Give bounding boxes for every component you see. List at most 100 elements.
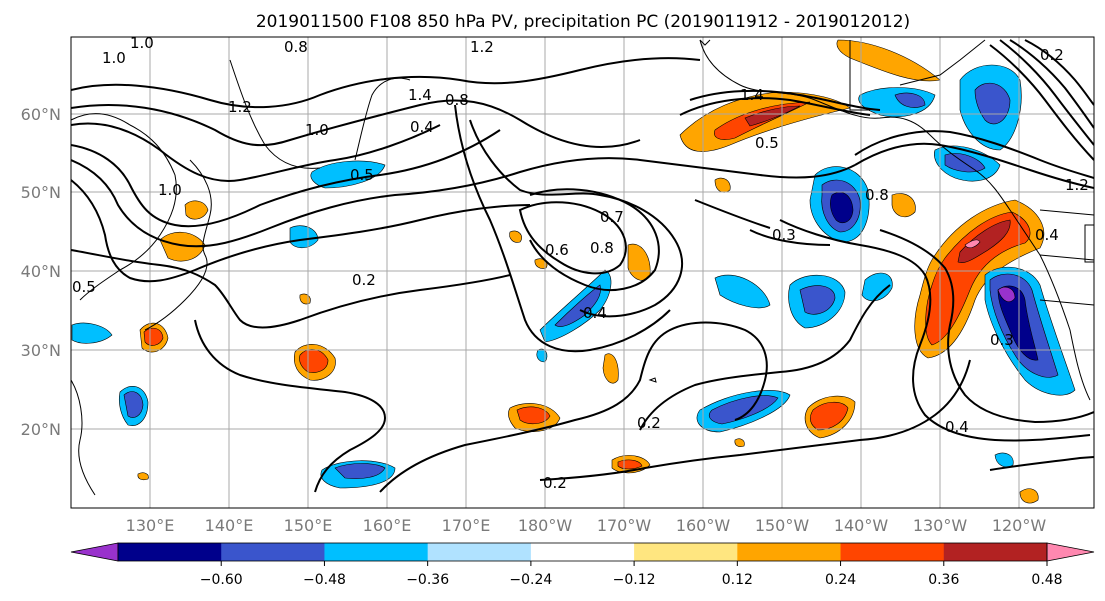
colorbar-extend-right xyxy=(1046,542,1095,562)
precip-positive-region xyxy=(809,401,849,431)
precip-positive-region xyxy=(184,200,209,220)
precip-negative-region xyxy=(861,272,893,302)
contour-label: 0.5 xyxy=(350,166,374,184)
precip-negative-region xyxy=(994,452,1014,468)
precip-negative-region xyxy=(334,463,386,479)
colorbar-bin xyxy=(634,543,738,561)
colorbar: −0.60 −0.48 −0.36 −0.24 −0.12 0.12 0.24 0.36 0.4… xyxy=(70,542,1095,588)
contour-label: 0.3 xyxy=(772,226,796,244)
colorbar-tick-label: 0.12 xyxy=(722,572,753,588)
colorbar-bin xyxy=(530,543,635,561)
precip-positive-region xyxy=(744,105,801,127)
contour-label: 1.4 xyxy=(408,86,432,104)
colorbar-tick-label: −0.60 xyxy=(200,572,243,588)
contour-label: 1.2 xyxy=(1065,176,1089,194)
precip-positive-region xyxy=(143,327,164,346)
lat-label: 60°N xyxy=(21,105,61,124)
contour-label: 1.0 xyxy=(158,181,182,199)
precip-negative-region xyxy=(289,225,319,249)
contour-label: 1.2 xyxy=(228,98,252,116)
precip-positive-region xyxy=(1019,488,1039,504)
contour-label: 0.4 xyxy=(410,118,434,136)
precip-positive-region xyxy=(137,472,149,481)
contour-labels: 1.0 0.8 1.2 1.0 1.4 0.8 1.2 1.0 1.0 0.4 … xyxy=(72,34,1089,492)
colorbar-tick-label: −0.48 xyxy=(303,572,346,588)
map-area: 1.0 0.8 1.2 1.0 1.4 0.8 1.2 1.0 1.0 0.4 … xyxy=(71,34,1094,508)
contour-label: 0.4 xyxy=(945,418,969,436)
colorbar-bin xyxy=(840,543,945,561)
contour-label: 1.0 xyxy=(305,121,329,139)
precip-negative-region xyxy=(830,191,854,223)
colorbar-tick-label: 0.36 xyxy=(928,572,959,588)
colorbar-frame xyxy=(117,542,1048,562)
lon-label: 160°W xyxy=(676,516,731,535)
precip-negative-region xyxy=(71,322,113,344)
latitude-labels: 60°N 50°N 40°N 30°N 20°N xyxy=(21,105,61,439)
lat-label: 40°N xyxy=(21,262,61,281)
lon-label: 130°W xyxy=(913,516,968,535)
precip-positive-region xyxy=(714,177,731,193)
colorbar-bin xyxy=(221,543,325,561)
contour-label: 0.8 xyxy=(590,239,614,257)
contour-label: 0.2 xyxy=(543,474,567,492)
lon-label: 140°W xyxy=(834,516,889,535)
contour-label: 1.0 xyxy=(130,34,154,52)
colorbar-bin xyxy=(427,543,532,561)
precip-negative-region xyxy=(310,160,386,189)
lon-label: 140°E xyxy=(205,516,254,535)
contour-label: 0.5 xyxy=(72,278,96,296)
colorbar-tick-label: −0.24 xyxy=(509,572,552,588)
contour-label: 0.8 xyxy=(284,38,308,56)
contour-label: 0.2 xyxy=(352,271,376,289)
precip-positive-region xyxy=(836,39,941,82)
precip-negative-region xyxy=(714,274,771,309)
precip-positive-region xyxy=(964,239,981,249)
contour-label: 1.4 xyxy=(740,86,764,104)
graticule xyxy=(71,37,1094,508)
contour-label: 0.5 xyxy=(755,134,779,152)
lon-label: 180°W xyxy=(518,516,573,535)
longitude-labels: 130°E 140°E 150°E 160°E 170°E 180°W 170°… xyxy=(126,516,1047,535)
precip-negative-region xyxy=(709,395,779,425)
colorbar-bin xyxy=(737,543,842,561)
map-frame xyxy=(70,36,1095,509)
precip-positive-region xyxy=(734,438,745,447)
colorbar-bin xyxy=(118,543,222,561)
precip-negative-region xyxy=(997,286,1016,303)
colorbar-extend-left xyxy=(70,542,119,562)
contour-label: 0.3 xyxy=(990,331,1014,349)
lon-label: 150°W xyxy=(755,516,810,535)
contour-label: 0.8 xyxy=(445,91,469,109)
lat-label: 50°N xyxy=(21,183,61,202)
precip-positive-region xyxy=(602,353,619,384)
lat-label: 20°N xyxy=(21,420,61,439)
precip-positive-region xyxy=(891,193,916,218)
precip-positive-region xyxy=(534,258,548,269)
precip-negative-region xyxy=(894,92,926,108)
contour-label: 0.7 xyxy=(600,208,624,226)
contour-label: 0.2 xyxy=(637,414,661,432)
precip-negative-region xyxy=(997,285,1039,361)
colorbar-tick-label: −0.36 xyxy=(406,572,449,588)
colorbar-tick-label: 0.48 xyxy=(1031,572,1062,588)
precip-positive-region xyxy=(516,406,551,425)
lat-label: 30°N xyxy=(21,341,61,360)
colorbar-tick-label: −0.12 xyxy=(613,572,656,588)
contour-label: 0.4 xyxy=(583,304,607,322)
contour-label: 1.0 xyxy=(102,49,126,67)
precip-positive-region xyxy=(509,230,522,243)
contour-label: 0.8 xyxy=(865,186,889,204)
contour-label: 0.6 xyxy=(545,241,569,259)
lon-label: 150°E xyxy=(284,516,333,535)
precip-positive-region xyxy=(957,219,1011,263)
contour-label: 1.2 xyxy=(470,38,494,56)
colorbar-bin xyxy=(943,543,1048,561)
pv-contours xyxy=(71,39,1094,493)
contour-label: 0.2 xyxy=(1040,46,1064,64)
lon-label: 170°W xyxy=(597,516,652,535)
lon-label: 160°E xyxy=(363,516,412,535)
precip-negative-region xyxy=(554,284,601,327)
contour-label: 0.4 xyxy=(1035,226,1059,244)
precip-negative-region xyxy=(799,285,836,315)
